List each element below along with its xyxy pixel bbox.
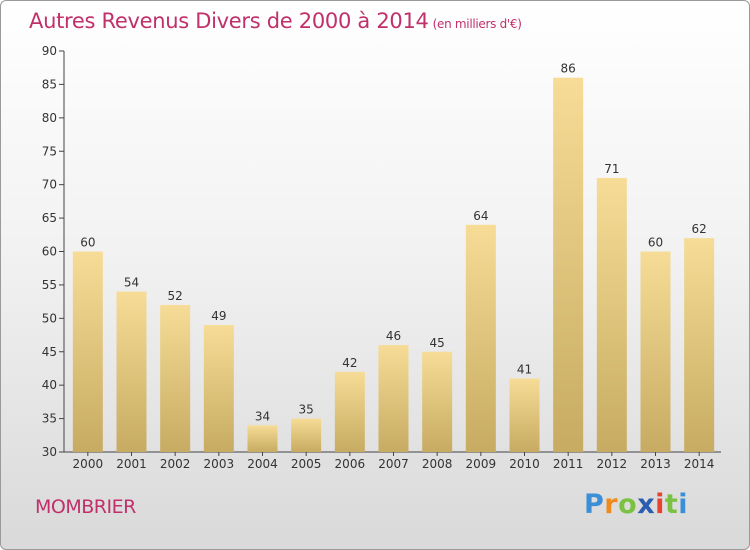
- bar-2009: [465, 224, 496, 452]
- logo-letter: r: [604, 489, 619, 520]
- bar-2005: [291, 418, 322, 452]
- data-label: 60: [648, 236, 663, 250]
- x-tick-label: 2003: [204, 457, 235, 471]
- y-tick-label: 80: [42, 111, 57, 125]
- bar-2008: [422, 351, 453, 452]
- x-tick-label: 2014: [684, 457, 715, 471]
- y-tick-label: 35: [42, 412, 57, 426]
- x-tick-label: 2013: [640, 457, 671, 471]
- data-label: 52: [168, 289, 183, 303]
- data-label: 42: [342, 356, 357, 370]
- x-tick-label: 2006: [335, 457, 366, 471]
- bar-2004: [247, 425, 278, 452]
- bar-2006: [334, 371, 365, 452]
- x-tick-label: 2007: [378, 457, 409, 471]
- bar-2012: [596, 177, 627, 452]
- bar-2000: [72, 251, 103, 452]
- chart-title-text: Autres Revenus Divers de 2000 à 2014: [29, 9, 429, 33]
- data-label: 62: [692, 222, 707, 236]
- y-tick-label: 85: [42, 77, 57, 91]
- data-label: 60: [80, 236, 95, 250]
- bar-2014: [684, 238, 715, 452]
- data-label: 34: [255, 409, 270, 423]
- data-label: 46: [386, 329, 401, 343]
- logo-letter: P: [584, 489, 605, 520]
- logo-letter: i: [678, 489, 689, 520]
- logo-letter: x: [637, 489, 656, 520]
- bar-2007: [378, 345, 409, 452]
- y-tick-label: 65: [42, 211, 57, 225]
- x-tick-label: 2012: [597, 457, 628, 471]
- logo-letter: i: [655, 489, 665, 520]
- x-tick-label: 2009: [466, 457, 497, 471]
- y-tick-label: 55: [42, 278, 57, 292]
- commune-name: MOMBRIER: [35, 496, 136, 518]
- bar-2003: [203, 325, 234, 452]
- x-tick-label: 2010: [509, 457, 540, 471]
- data-label: 64: [473, 209, 488, 223]
- y-tick-label: 70: [42, 178, 57, 192]
- data-label: 71: [604, 162, 619, 176]
- y-tick-label: 50: [42, 311, 57, 325]
- x-tick-label: 2011: [553, 457, 584, 471]
- x-tick-label: 2002: [160, 457, 191, 471]
- data-label: 45: [430, 336, 445, 350]
- data-label: 86: [561, 62, 576, 76]
- chart-title: Autres Revenus Divers de 2000 à 2014 (en …: [29, 9, 522, 33]
- y-tick-label: 90: [42, 44, 57, 58]
- y-tick-label: 30: [42, 445, 57, 459]
- x-tick-label: 2008: [422, 457, 453, 471]
- data-label: 35: [299, 403, 314, 417]
- bar-2011: [553, 77, 584, 452]
- data-label: 41: [517, 362, 532, 376]
- proxiti-logo: Proxiti: [584, 489, 688, 520]
- bar-2002: [160, 304, 191, 452]
- chart-unit: (en milliers d'€): [432, 17, 522, 31]
- bar-2001: [116, 291, 147, 452]
- x-tick-label: 2005: [291, 457, 322, 471]
- bar-2010: [509, 378, 540, 452]
- y-tick-label: 45: [42, 345, 57, 359]
- bar-2013: [640, 251, 671, 452]
- x-tick-label: 2000: [73, 457, 104, 471]
- data-label: 54: [124, 276, 139, 290]
- x-tick-label: 2004: [247, 457, 278, 471]
- logo-letter: o: [618, 489, 638, 520]
- data-label: 49: [211, 309, 226, 323]
- y-tick-label: 40: [42, 378, 57, 392]
- logo-letter: t: [664, 489, 679, 520]
- y-tick-label: 75: [42, 144, 57, 158]
- x-tick-label: 2001: [116, 457, 147, 471]
- y-tick-label: 60: [42, 245, 57, 259]
